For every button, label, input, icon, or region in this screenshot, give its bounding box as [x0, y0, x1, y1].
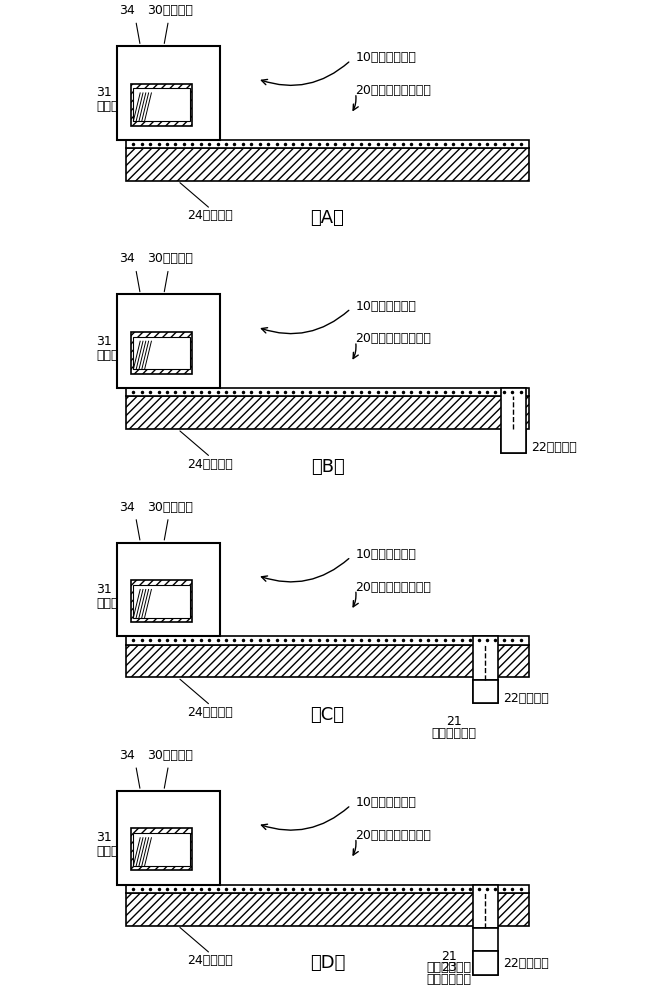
Text: 22输出单元: 22输出单元	[503, 692, 549, 705]
Text: 31: 31	[96, 86, 112, 99]
Bar	[131, 828, 192, 870]
FancyBboxPatch shape	[126, 645, 529, 677]
Text: 10信号传送装置: 10信号传送装置	[356, 51, 417, 64]
Text: 22输出单元: 22输出单元	[503, 957, 549, 970]
Bar	[117, 294, 220, 388]
Text: 23: 23	[441, 961, 457, 974]
Bar	[126, 140, 529, 148]
Text: （C）: （C）	[310, 706, 345, 724]
Text: 21: 21	[446, 715, 462, 728]
Text: 通信工具: 通信工具	[96, 349, 126, 362]
FancyBboxPatch shape	[472, 951, 498, 975]
Text: 24保持元件: 24保持元件	[187, 706, 233, 719]
Text: 21: 21	[477, 933, 493, 946]
Text: 通信工具: 通信工具	[96, 597, 126, 610]
Bar	[126, 636, 529, 645]
Bar	[472, 951, 498, 975]
Text: 通信工具: 通信工具	[96, 845, 126, 858]
Text: 34: 34	[119, 252, 135, 265]
FancyBboxPatch shape	[500, 429, 527, 453]
Text: 20第一高频信号波导: 20第一高频信号波导	[356, 332, 432, 345]
Text: 30电子设备: 30电子设备	[147, 501, 193, 514]
Text: 30电子设备: 30电子设备	[147, 252, 193, 265]
Text: 30电子设备: 30电子设备	[147, 749, 193, 762]
Text: 第一控制单元: 第一控制单元	[426, 973, 472, 986]
Text: 21: 21	[441, 950, 457, 963]
Bar	[131, 332, 192, 374]
Bar	[472, 885, 498, 928]
Bar	[131, 580, 192, 622]
Text: 20第一高频信号波导: 20第一高频信号波导	[356, 84, 432, 97]
FancyBboxPatch shape	[126, 396, 529, 429]
Text: 10信号传送装置: 10信号传送装置	[356, 300, 417, 313]
Text: 第一通信装置: 第一通信装置	[426, 961, 472, 974]
Bar	[472, 636, 498, 680]
Text: 30电子设备: 30电子设备	[147, 4, 193, 17]
FancyBboxPatch shape	[472, 680, 498, 703]
Bar	[117, 791, 220, 885]
Text: 20第一高频信号波导: 20第一高频信号波导	[356, 581, 432, 594]
Text: 10信号传送装置: 10信号传送装置	[356, 796, 417, 809]
Text: （B）: （B）	[310, 458, 345, 476]
Text: 第一通信装置: 第一通信装置	[431, 727, 476, 740]
Bar	[472, 928, 498, 951]
Bar	[134, 585, 189, 618]
Text: 24保持元件: 24保持元件	[187, 209, 233, 222]
Text: 10信号传送装置: 10信号传送装置	[356, 548, 417, 561]
Text: 22输出单元: 22输出单元	[531, 441, 576, 454]
FancyBboxPatch shape	[126, 893, 529, 926]
Bar	[500, 388, 527, 453]
FancyBboxPatch shape	[126, 148, 529, 181]
Text: 24保持元件: 24保持元件	[187, 458, 233, 471]
Text: 31: 31	[96, 335, 112, 348]
Text: 31: 31	[96, 583, 112, 596]
Bar	[134, 88, 189, 121]
Bar	[126, 388, 529, 396]
Text: 24保持元件: 24保持元件	[187, 954, 233, 967]
Bar	[131, 84, 192, 126]
Bar	[472, 680, 498, 703]
Bar	[117, 543, 220, 636]
Text: 20第一高频信号波导: 20第一高频信号波导	[356, 829, 432, 842]
Text: 34: 34	[119, 501, 135, 514]
Text: （D）: （D）	[310, 954, 345, 972]
Bar	[134, 337, 189, 369]
Bar	[134, 833, 189, 866]
Text: 31: 31	[96, 831, 112, 844]
Text: 34: 34	[119, 749, 135, 762]
Bar	[126, 885, 529, 893]
Text: （A）: （A）	[310, 209, 345, 227]
Text: 通信工具: 通信工具	[96, 100, 126, 113]
Text: 34: 34	[119, 4, 135, 17]
Bar	[117, 46, 220, 140]
